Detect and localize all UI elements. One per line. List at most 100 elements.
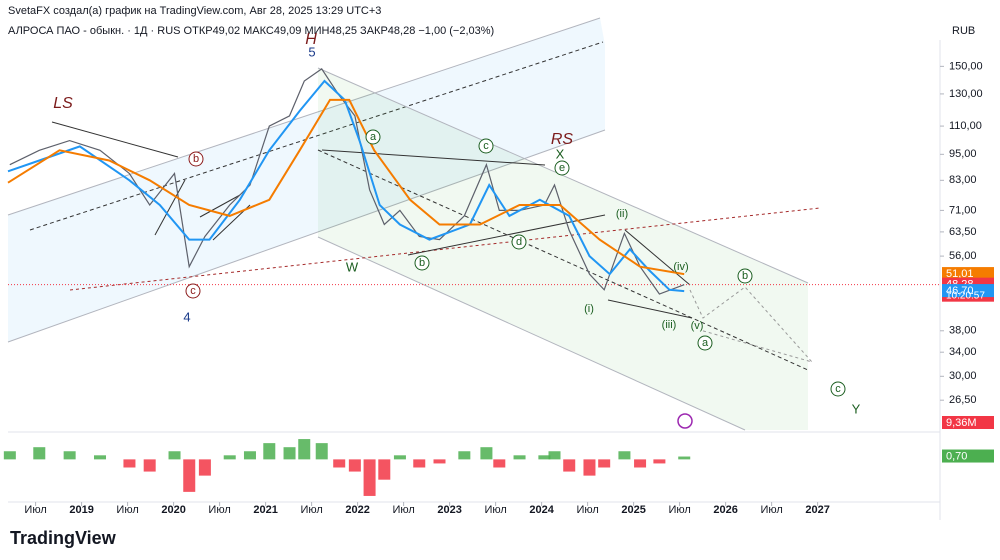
wave-label: b bbox=[419, 257, 425, 269]
wave-label: 4 bbox=[183, 309, 190, 324]
y-tick-label: 71,00 bbox=[949, 204, 977, 216]
wave-label: c bbox=[835, 383, 841, 395]
oscillator-bar bbox=[143, 459, 156, 472]
oscillator-bar bbox=[598, 459, 611, 468]
wave-circle bbox=[478, 138, 494, 154]
wave-label: RS bbox=[551, 131, 574, 148]
attribution: SvetaFX создал(а) график на TradingView.… bbox=[8, 5, 382, 17]
wave-label: e bbox=[559, 162, 565, 174]
x-tick-label: 2023 bbox=[437, 504, 461, 516]
oscillator-bar bbox=[168, 451, 181, 460]
volume-label: 9,36M bbox=[946, 417, 977, 429]
wave-label: a bbox=[702, 337, 709, 349]
oscillator-bar bbox=[33, 447, 46, 460]
wave-circle bbox=[414, 255, 430, 271]
drawings bbox=[7, 17, 821, 431]
wave-label: W bbox=[346, 259, 359, 274]
oscillator-bar bbox=[243, 451, 256, 460]
wave-circle bbox=[511, 234, 527, 250]
oscillator-badge bbox=[942, 449, 994, 463]
oscillator-bar bbox=[283, 447, 296, 460]
oscillator-bar bbox=[618, 451, 631, 460]
oscillator-bar bbox=[315, 443, 328, 460]
x-tick-label: Июл bbox=[760, 504, 782, 516]
x-tick-label: Июл bbox=[300, 504, 322, 516]
wave-label: c bbox=[483, 140, 489, 152]
wave-label: LS bbox=[53, 95, 73, 112]
wave-circle bbox=[737, 268, 753, 284]
symbol-line: АЛРОСА ПАО - обыкн. · 1Д · RUS ОТКР49,02… bbox=[8, 25, 495, 37]
oscillator-bar bbox=[263, 443, 276, 460]
chart: 26,50 30,00 34,00 38,00 56,00 63,50 71,00 83,00… bbox=[3, 17, 994, 520]
series-line bbox=[7, 98, 685, 276]
price-badge-label: 46,70 bbox=[946, 285, 974, 297]
x-tick-label: 2026 bbox=[713, 504, 737, 516]
wave-label: b bbox=[742, 270, 748, 282]
x-tick-label: Июл bbox=[484, 504, 506, 516]
oscillator-bar bbox=[363, 459, 376, 496]
x-tick-label: 2022 bbox=[345, 504, 369, 516]
wave-label: d bbox=[516, 236, 522, 248]
y-tick-label: 110,00 bbox=[949, 120, 982, 132]
y-tick-label: 83,00 bbox=[949, 174, 977, 186]
x-tick-label: Июл bbox=[392, 504, 414, 516]
oscillator-bar bbox=[198, 459, 211, 476]
y-tick-label: 30,00 bbox=[949, 370, 977, 382]
oscillator-bar bbox=[513, 455, 526, 460]
wave-circle bbox=[554, 160, 570, 176]
wave-circle bbox=[188, 151, 204, 167]
oscillator-bar bbox=[678, 456, 691, 460]
wave-label: Y bbox=[852, 401, 861, 416]
oscillator-bar bbox=[378, 459, 391, 480]
wave-label: (iv) bbox=[673, 261, 688, 273]
oscillator-bar bbox=[413, 459, 426, 468]
oscillator-badge-label: 0,70 bbox=[946, 450, 967, 462]
oscillator-bar bbox=[538, 455, 551, 460]
wave-label: 5 bbox=[308, 44, 315, 59]
logo[interactable]: TradingView bbox=[10, 528, 116, 548]
oscillator-bar bbox=[333, 459, 346, 468]
y-tick-label: 56,00 bbox=[949, 250, 977, 262]
oscillator-bar bbox=[348, 459, 361, 472]
oscillator-bar bbox=[563, 459, 576, 472]
oscillator-bar bbox=[3, 451, 16, 460]
wave-label: a bbox=[370, 131, 377, 143]
x-tick-label: 2021 bbox=[253, 504, 277, 516]
wave-circle bbox=[365, 129, 381, 145]
wave-circle bbox=[185, 283, 201, 299]
wave-label: X bbox=[556, 146, 565, 161]
x-tick-label: Июл bbox=[576, 504, 598, 516]
x-tick-label: 2027 bbox=[805, 504, 829, 516]
x-tick-label: 2024 bbox=[529, 504, 554, 516]
oscillator-bar bbox=[653, 459, 666, 464]
y-tick-label: 26,50 bbox=[949, 394, 977, 406]
price-badge bbox=[942, 284, 994, 298]
countdown: 10:20:57 bbox=[946, 290, 985, 301]
x-tick-label: Июл bbox=[116, 504, 138, 516]
oscillator-bar bbox=[223, 455, 236, 460]
oscillator-bar bbox=[393, 455, 406, 460]
volume-badge bbox=[942, 416, 994, 429]
oscillator-bar bbox=[458, 451, 471, 460]
price-badge-label: 51,01 bbox=[946, 268, 974, 280]
oscillator-bar bbox=[493, 459, 506, 468]
wave-label: H bbox=[305, 31, 317, 48]
wave-label: (ii) bbox=[616, 208, 628, 220]
y-tick-label: 95,00 bbox=[949, 148, 977, 160]
price-badge bbox=[942, 267, 994, 281]
oscillator-bar bbox=[634, 459, 647, 468]
oscillator-bar bbox=[433, 459, 446, 464]
wave-label: (i) bbox=[584, 303, 594, 315]
wave-label: (v) bbox=[691, 320, 704, 332]
oscillator-bar bbox=[298, 439, 311, 460]
x-tick-label: 2019 bbox=[69, 504, 93, 516]
oscillator-bar bbox=[183, 459, 196, 492]
oscillator-bar bbox=[94, 455, 107, 460]
wave-label: (iii) bbox=[662, 319, 677, 331]
oscillator-bar bbox=[63, 451, 76, 460]
oscillator-bar bbox=[123, 459, 136, 468]
oscillator-bar bbox=[480, 447, 493, 460]
y-tick-label: 150,00 bbox=[949, 60, 983, 72]
x-tick-label: Июл bbox=[24, 504, 46, 516]
x-tick-label: Июл bbox=[208, 504, 230, 516]
